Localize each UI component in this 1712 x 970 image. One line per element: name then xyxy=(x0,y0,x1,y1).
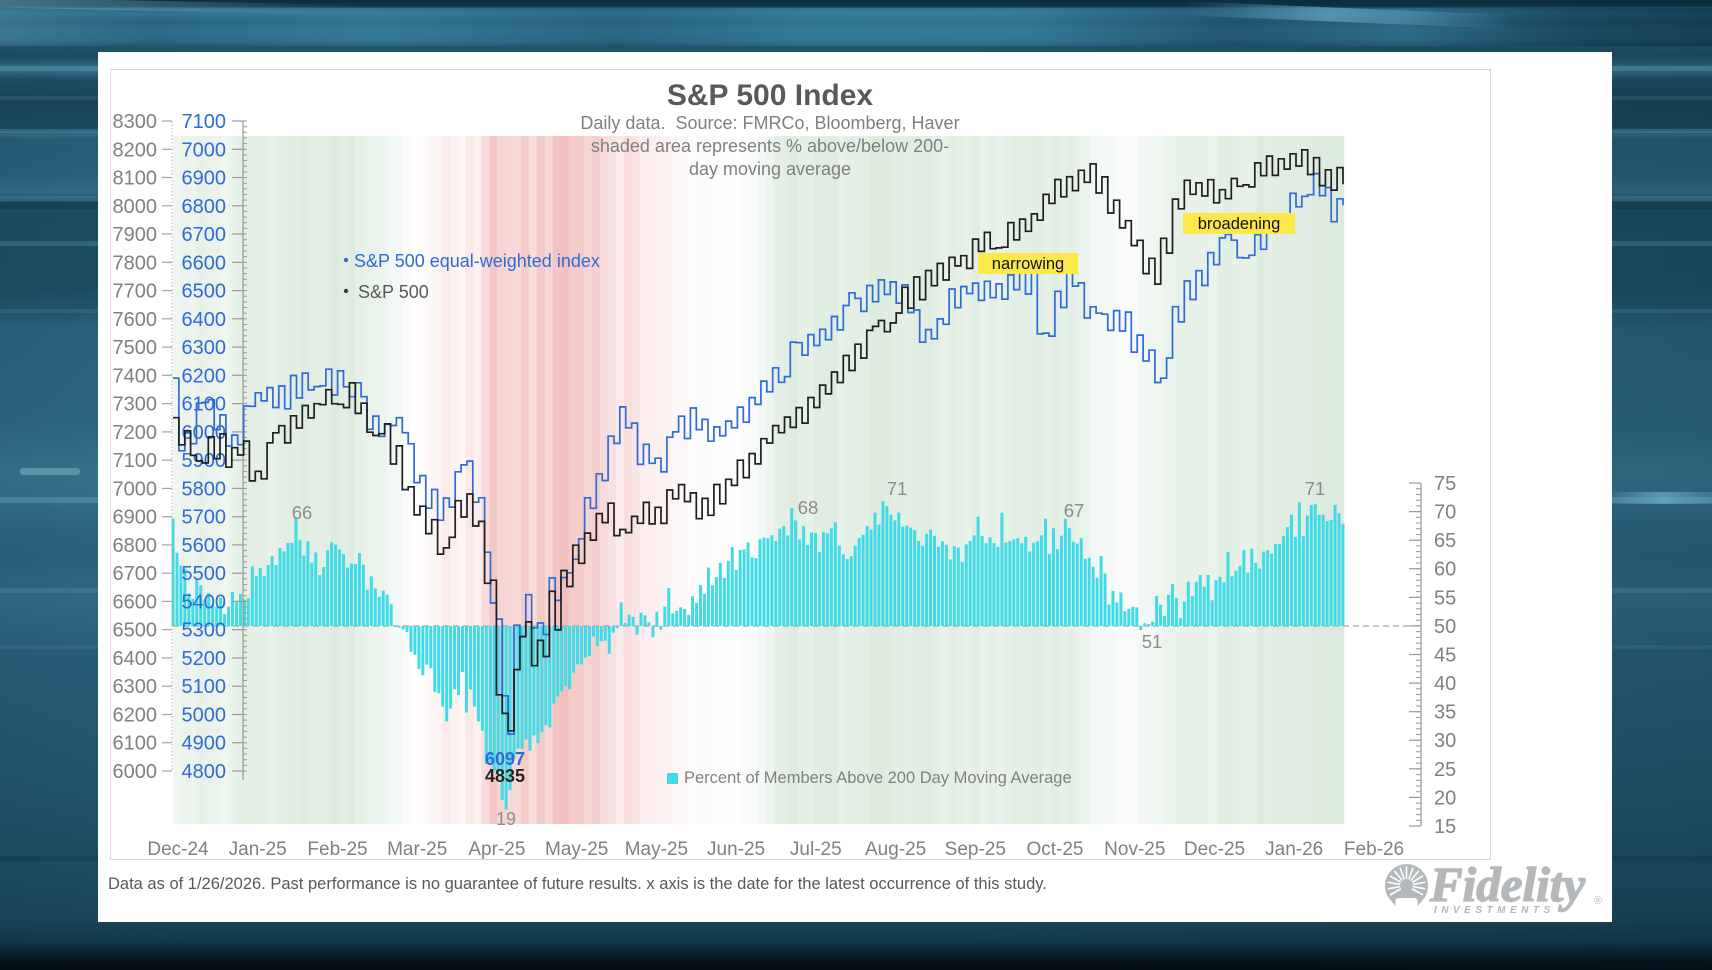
svg-text:6300: 6300 xyxy=(113,676,158,698)
svg-text:8000: 8000 xyxy=(113,196,158,218)
svg-text:68: 68 xyxy=(798,497,819,518)
svg-text:®: ® xyxy=(1594,895,1602,907)
svg-text:7500: 7500 xyxy=(113,337,158,359)
svg-text:20: 20 xyxy=(1434,787,1456,809)
svg-text:71: 71 xyxy=(887,478,908,499)
svg-text:Data as of 1/26/2026. Past per: Data as of 1/26/2026. Past performance i… xyxy=(108,875,1047,893)
svg-text:Feb-25: Feb-25 xyxy=(307,839,367,860)
svg-text:8200: 8200 xyxy=(113,139,158,161)
svg-text:30: 30 xyxy=(1434,730,1456,752)
svg-text:5400: 5400 xyxy=(182,591,227,613)
svg-text:55: 55 xyxy=(1434,587,1456,609)
svg-text:6200: 6200 xyxy=(113,705,158,727)
svg-text:45: 45 xyxy=(1434,645,1456,667)
svg-text:4900: 4900 xyxy=(182,733,227,755)
svg-text:4800: 4800 xyxy=(182,761,227,783)
svg-text:5100: 5100 xyxy=(182,676,227,698)
svg-text:5800: 5800 xyxy=(182,478,227,500)
svg-text:25: 25 xyxy=(1434,759,1456,781)
svg-text:19: 19 xyxy=(496,809,516,829)
svg-text:65: 65 xyxy=(1434,530,1456,552)
svg-text:Percent of Members Above 200 D: Percent of Members Above 200 Day Moving … xyxy=(684,769,1072,787)
svg-text:6600: 6600 xyxy=(113,591,158,613)
svg-text:51: 51 xyxy=(1142,631,1163,652)
svg-text:Dec-25: Dec-25 xyxy=(1184,839,1245,860)
svg-text:7800: 7800 xyxy=(113,252,158,274)
svg-text:INVESTMENTS: INVESTMENTS xyxy=(1434,905,1555,916)
svg-text:6097: 6097 xyxy=(485,749,525,769)
svg-text:6900: 6900 xyxy=(113,507,158,529)
svg-text:35: 35 xyxy=(1434,702,1456,724)
svg-text:70: 70 xyxy=(1434,502,1456,524)
svg-text:7200: 7200 xyxy=(113,422,158,444)
svg-text:May-25: May-25 xyxy=(545,839,608,860)
svg-text:15: 15 xyxy=(1434,816,1456,838)
svg-text:6900: 6900 xyxy=(182,168,227,190)
svg-text:Fidelity: Fidelity xyxy=(1429,857,1585,912)
svg-text:Jan-25: Jan-25 xyxy=(229,839,287,860)
svg-text:7000: 7000 xyxy=(113,478,158,500)
svg-text:67: 67 xyxy=(1064,500,1085,521)
svg-text:60: 60 xyxy=(1434,559,1456,581)
svg-text:6000: 6000 xyxy=(113,761,158,783)
svg-text:75: 75 xyxy=(1434,473,1456,495)
svg-text:broadening: broadening xyxy=(1198,215,1281,233)
svg-text:Apr-25: Apr-25 xyxy=(468,839,525,860)
svg-text:S&P 500 Index: S&P 500 Index xyxy=(667,79,874,112)
svg-text:7900: 7900 xyxy=(113,224,158,246)
svg-text:71: 71 xyxy=(1305,478,1326,499)
svg-text:Daily data. Source: FMRCo, Bl: Daily data. Source: FMRCo, Bloomberg, Ha… xyxy=(580,113,959,133)
svg-text:8300: 8300 xyxy=(113,111,158,133)
svg-text:5600: 5600 xyxy=(182,535,227,557)
svg-text:May-25: May-25 xyxy=(625,839,688,860)
svg-text:7100: 7100 xyxy=(113,450,158,472)
svg-text:7600: 7600 xyxy=(113,309,158,331)
svg-text:6700: 6700 xyxy=(113,563,158,585)
svg-text:6800: 6800 xyxy=(113,535,158,557)
svg-text:8100: 8100 xyxy=(113,168,158,190)
svg-text:6700: 6700 xyxy=(182,224,227,246)
svg-text:Jun-25: Jun-25 xyxy=(707,839,765,860)
svg-text:6100: 6100 xyxy=(182,394,227,416)
svg-text:7400: 7400 xyxy=(113,365,158,387)
svg-text:6200: 6200 xyxy=(182,365,227,387)
svg-text:6400: 6400 xyxy=(182,309,227,331)
svg-text:5200: 5200 xyxy=(182,648,227,670)
svg-text:6300: 6300 xyxy=(182,337,227,359)
svg-text:6600: 6600 xyxy=(182,252,227,274)
svg-text:Dec-24: Dec-24 xyxy=(147,839,209,860)
svg-text:Mar-25: Mar-25 xyxy=(387,839,447,860)
svg-text:Aug-25: Aug-25 xyxy=(865,839,926,860)
svg-text:Nov-25: Nov-25 xyxy=(1104,839,1165,860)
svg-text:shaded area represents % above: shaded area represents % above/below 200… xyxy=(591,136,949,156)
svg-text:5500: 5500 xyxy=(182,563,227,585)
svg-text:Oct-25: Oct-25 xyxy=(1026,839,1083,860)
svg-text:6500: 6500 xyxy=(113,620,158,642)
svg-text:6500: 6500 xyxy=(182,281,227,303)
svg-text:Feb-26: Feb-26 xyxy=(1344,839,1404,860)
svg-text:7300: 7300 xyxy=(113,394,158,416)
svg-text:narrowing: narrowing xyxy=(992,255,1064,273)
svg-text:6400: 6400 xyxy=(113,648,158,670)
svg-text:50: 50 xyxy=(1434,616,1456,638)
svg-text:5700: 5700 xyxy=(182,507,227,529)
svg-text:Jul-25: Jul-25 xyxy=(790,839,842,860)
svg-text:S&P 500 equal-weighted index: S&P 500 equal-weighted index xyxy=(354,251,600,271)
svg-text:7000: 7000 xyxy=(182,139,227,161)
svg-text:4835: 4835 xyxy=(485,766,525,786)
svg-text:66: 66 xyxy=(292,502,313,523)
svg-text:5300: 5300 xyxy=(182,620,227,642)
svg-text:S&P 500: S&P 500 xyxy=(358,282,429,302)
svg-text:5000: 5000 xyxy=(182,705,227,727)
svg-text:Jan-26: Jan-26 xyxy=(1265,839,1323,860)
svg-text:7100: 7100 xyxy=(182,111,227,133)
svg-text:Sep-25: Sep-25 xyxy=(945,839,1006,860)
svg-text:day moving average: day moving average xyxy=(689,159,851,179)
svg-text:6100: 6100 xyxy=(113,733,158,755)
svg-text:6800: 6800 xyxy=(182,196,227,218)
svg-text:40: 40 xyxy=(1434,673,1456,695)
svg-text:7700: 7700 xyxy=(113,281,158,303)
